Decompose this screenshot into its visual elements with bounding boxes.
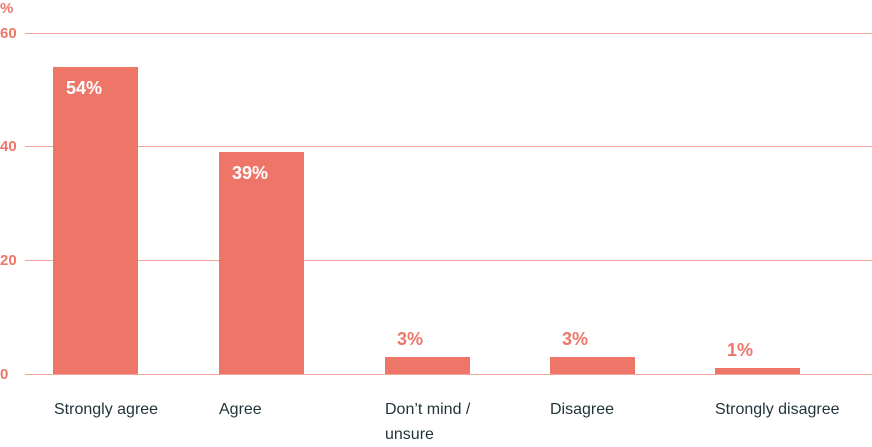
x-label-disagree: Disagree xyxy=(550,401,615,418)
bar-label-disagree: 3% xyxy=(562,329,589,349)
y-axis-unit: % xyxy=(0,0,14,17)
gridline-40 xyxy=(25,146,872,147)
bar-strongly-disagree xyxy=(715,368,800,374)
bar-agree xyxy=(219,152,304,374)
y-tick-20: 20 xyxy=(0,252,17,269)
bar-strongly-agree xyxy=(53,67,138,374)
gridline-60 xyxy=(25,33,872,34)
bar-label-strongly-disagree: 1% xyxy=(727,340,754,360)
y-tick-60: 60 xyxy=(0,25,17,42)
y-tick-40: 40 xyxy=(0,138,17,155)
bar-label-dont-mind-unsure: 3% xyxy=(397,329,424,349)
bar-dont-mind-unsure xyxy=(385,357,470,374)
x-label-strongly-agree: Strongly agree xyxy=(54,401,159,418)
y-tick-0: 0 xyxy=(0,366,9,383)
bar-disagree xyxy=(550,357,635,374)
bar-label-strongly-agree: 54% xyxy=(66,78,103,98)
baseline xyxy=(25,374,872,375)
x-label-dont-mind-unsure: Don’t mind / unsure xyxy=(385,401,471,443)
x-label-agree: Agree xyxy=(219,401,262,418)
gridline-20 xyxy=(25,260,872,261)
x-label-strongly-disagree: Strongly disagree xyxy=(715,401,840,418)
bar-label-agree: 39% xyxy=(232,163,269,183)
